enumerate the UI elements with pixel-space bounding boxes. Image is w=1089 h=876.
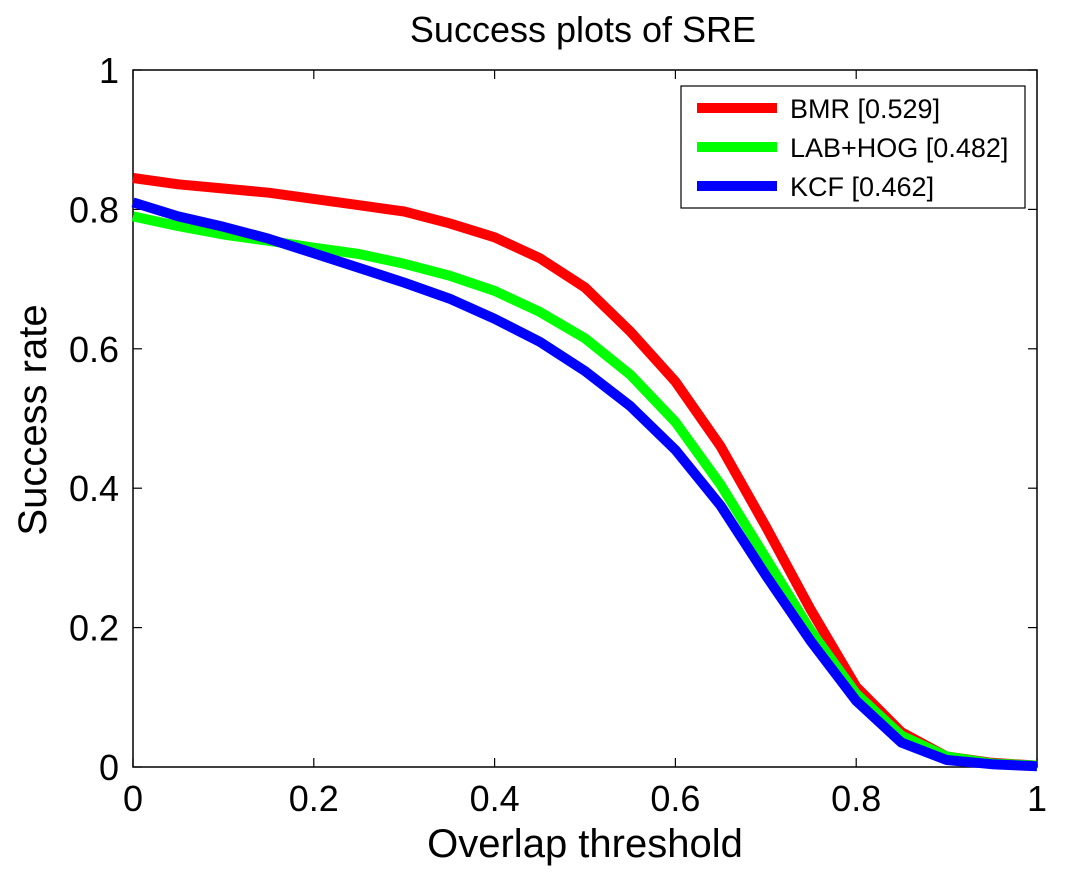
- x-tick-label: 1: [1027, 778, 1047, 819]
- x-tick-label: 0.4: [470, 778, 520, 819]
- legend-entries: BMR [0.529] LAB+HOG [0.482] KCF [0.462]: [697, 94, 1008, 202]
- legend-label-kcf: KCF [0.462]: [790, 172, 934, 202]
- y-tick-label: 0.4: [69, 468, 119, 509]
- y-tick-label: 1: [99, 50, 119, 91]
- y-tick-labels: 0 0.2 0.4 0.6 0.8 1: [69, 50, 119, 788]
- x-tick-labels: 0 0.2 0.4 0.6 0.8 1: [123, 778, 1047, 819]
- legend-label-bmr: BMR [0.529]: [790, 94, 940, 124]
- y-tick-label: 0.6: [69, 329, 119, 370]
- legend: BMR [0.529] LAB+HOG [0.482] KCF [0.462]: [680, 85, 1026, 209]
- series-lines: [131, 173, 1038, 772]
- series-line-kcf: [131, 197, 1038, 772]
- x-tick-label: 0.6: [650, 778, 700, 819]
- x-tick-label: 0.2: [289, 778, 339, 819]
- x-tick-label: 0: [123, 778, 143, 819]
- chart-title: Success plots of SRE: [410, 9, 756, 50]
- y-axis-label: Success rate: [11, 304, 55, 535]
- x-tick-label: 0.8: [831, 778, 881, 819]
- legend-label-lab-hog: LAB+HOG [0.482]: [790, 133, 1008, 163]
- x-axis-label: Overlap threshold: [427, 822, 743, 866]
- y-tick-label: 0.2: [69, 608, 119, 649]
- y-tick-label: 0.8: [69, 189, 119, 230]
- y-tick-label: 0: [99, 747, 119, 788]
